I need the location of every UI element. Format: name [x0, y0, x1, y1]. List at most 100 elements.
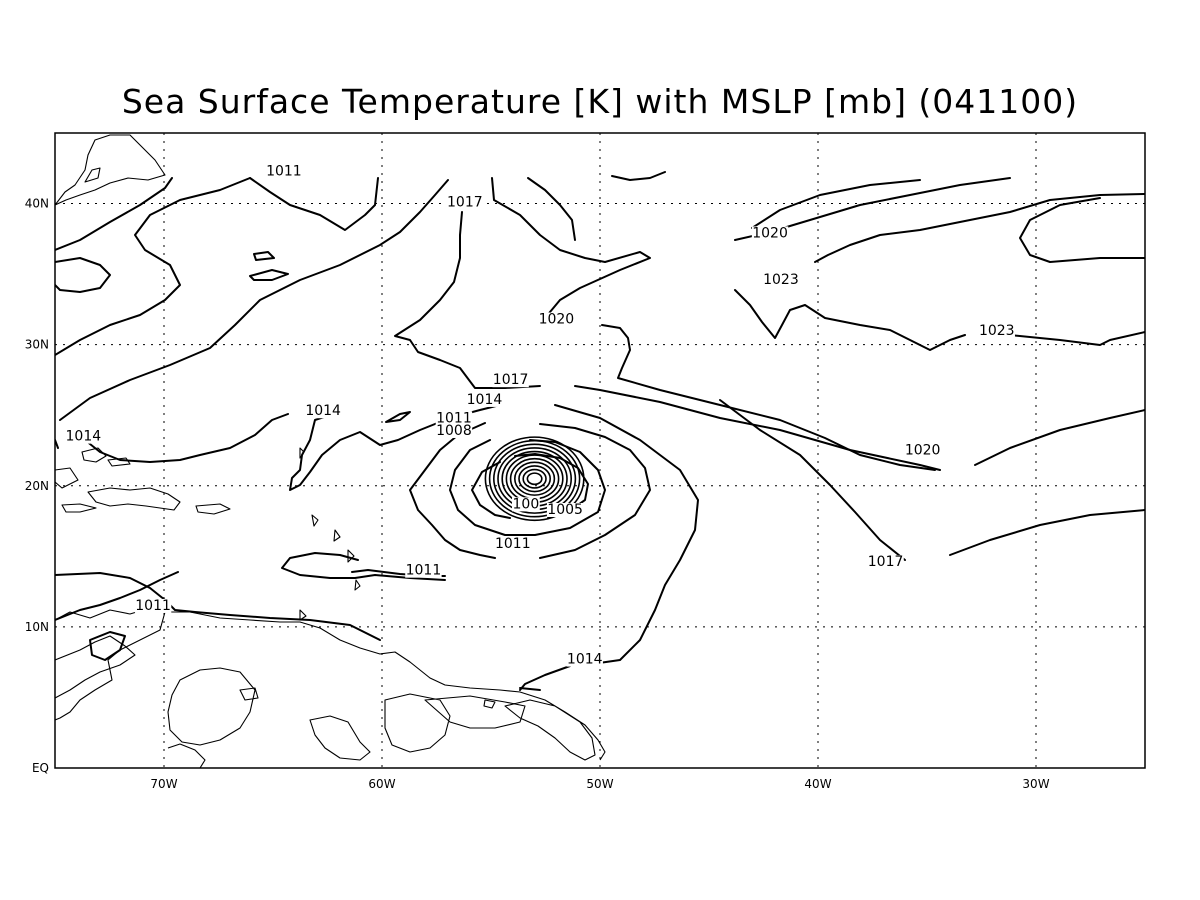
contour-1020-top	[527, 177, 576, 241]
contour-label-bg	[134, 598, 172, 613]
contour-label-bg	[304, 404, 342, 419]
contour-1014-outer	[519, 404, 699, 691]
tc-ring	[522, 468, 547, 489]
coast-hispaniola	[87, 487, 181, 511]
contour-label-bg	[978, 323, 1015, 338]
contour-label: 1023	[979, 323, 1015, 339]
contour-label-bg	[265, 164, 303, 179]
contour-labels: 1011 1011 1017 1020 1020 1023 1023 1017 1014 1014…	[65, 163, 1015, 668]
contour-label-bg	[538, 312, 575, 327]
tc-ring	[492, 443, 577, 514]
contour-label: 1011	[436, 410, 472, 426]
contour-label: 1017	[868, 554, 904, 570]
coastlines	[55, 134, 606, 768]
contour-arc-top	[611, 171, 666, 181]
coast-bahamas	[81, 447, 131, 467]
contour-label-bg	[446, 195, 484, 210]
y-tick-label: 10N	[25, 620, 49, 634]
x-tick-label: 50W	[586, 777, 613, 791]
x-tick-label: 40W	[804, 777, 831, 791]
contour-1011-small	[385, 411, 411, 423]
x-tick-label: 30W	[1022, 777, 1049, 791]
contour-1011-sw-loop	[89, 631, 126, 661]
contour-label-bg	[405, 563, 442, 578]
contour-label: 1011	[406, 563, 442, 579]
contour-1023-right	[1009, 331, 1145, 346]
contour-label-bg	[492, 373, 529, 388]
contour-1017-se	[719, 399, 1145, 561]
axis-ticks: 70W 60W 50W 40W 30W EQ 10N 20N 30N 40N	[25, 197, 1050, 791]
contour-label-bg	[494, 536, 531, 551]
contour-1008	[449, 439, 606, 536]
contour-label: 1020	[752, 225, 788, 241]
contour-label: 1014	[467, 392, 503, 408]
tc-ring	[526, 472, 543, 486]
map-frame	[54, 132, 1146, 769]
contour-label: 1014	[66, 429, 102, 445]
contour-1011-outer	[409, 422, 651, 559]
tc-ring	[484, 436, 585, 522]
tc-ring	[518, 465, 552, 493]
contour-1014-nw-loop	[55, 257, 111, 293]
contour-1011-cut2	[249, 269, 289, 281]
contour-1014-carib	[55, 571, 179, 621]
contour-label-bg	[435, 423, 473, 438]
contour-label: 1017	[447, 194, 483, 210]
contour-label-bg	[904, 443, 941, 458]
coast-south-america	[55, 607, 606, 768]
x-tick-label: 60W	[368, 777, 395, 791]
contour-label: 1011	[495, 536, 531, 552]
contour-1011-caribbean	[281, 552, 446, 581]
contour-label-bg	[546, 503, 584, 517]
contour-label-bg	[466, 392, 503, 407]
contour-label: 1017	[493, 372, 529, 388]
contour-1014-sa	[519, 687, 541, 691]
coast-puerto-rico	[195, 503, 231, 515]
contour-label: 1008	[436, 423, 472, 439]
contour-label-bg	[435, 411, 473, 426]
map-title: Sea Surface Temperature [K] with MSLP [m…	[122, 82, 1078, 121]
contour-label: 1005	[547, 502, 583, 518]
contour-1020-north	[491, 177, 651, 323]
contour-label-bg	[65, 429, 102, 444]
lat-lon-grid	[55, 133, 1145, 768]
contour-1011-sw	[55, 572, 381, 641]
x-tick-label: 70W	[150, 777, 177, 791]
coast-florida-tip	[55, 467, 79, 489]
coast-central-america	[55, 635, 136, 699]
contour-label-bg	[762, 272, 800, 287]
contour-1014-long	[59, 179, 449, 421]
contour-label: 1011	[135, 598, 171, 614]
contour-1017-east	[574, 385, 941, 471]
contour-label-bg	[751, 226, 789, 241]
contour-label: 1014	[305, 403, 341, 419]
y-tick-label: EQ	[32, 761, 49, 775]
tc-ring	[513, 461, 556, 496]
contour-1011-north	[249, 177, 379, 231]
contour-1014-west2	[289, 404, 501, 491]
contour-1023-loop	[814, 193, 1145, 263]
coast-cape-cod	[84, 167, 101, 183]
contour-1023-ne	[751, 179, 921, 229]
coast-cuba	[61, 503, 97, 513]
contour-label: 1023	[763, 272, 799, 288]
contour-label: 1011	[266, 163, 302, 179]
contour-label: 1014	[567, 652, 603, 668]
contour-label-bg	[511, 497, 540, 512]
contour-1017-north	[394, 211, 541, 389]
contour-label-bg	[867, 555, 904, 570]
contour-1011-cut1	[253, 251, 275, 261]
y-tick-label: 40N	[25, 197, 49, 211]
tc-ring	[488, 439, 581, 518]
contour-1011-nw	[55, 177, 173, 251]
contour-1014-lobe	[55, 177, 251, 356]
contour-1020-right	[974, 409, 1145, 466]
tc-ring	[509, 457, 560, 500]
contour-label: 100	[513, 496, 540, 512]
contour-1020-east	[601, 324, 936, 471]
contour-label-bg	[566, 652, 603, 667]
y-tick-label: 30N	[25, 338, 49, 352]
contour-label: 1020	[905, 443, 941, 459]
contour-label: 1020	[539, 312, 575, 328]
